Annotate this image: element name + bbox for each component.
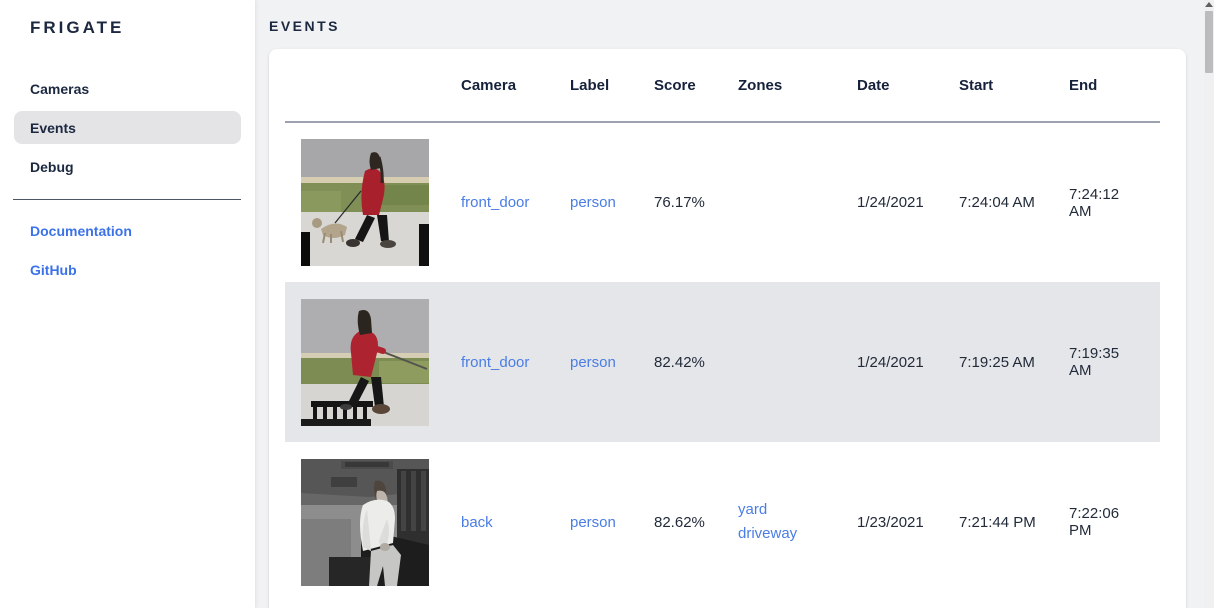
date-value: 1/23/2021	[857, 513, 924, 531]
scroll-up-arrow-icon[interactable]	[1205, 2, 1213, 7]
score-value: 76.17%	[654, 194, 705, 211]
end-time-value: 7:24:12 AM	[1069, 185, 1120, 220]
table-row[interactable]: front_door person 76.17% 1/24/2021 7:24:…	[285, 122, 1160, 282]
table-row-selected[interactable]: front_door person 82.42% 1/24/2021 7:19:…	[285, 282, 1160, 442]
column-header-date: Date	[857, 76, 890, 94]
events-card: Camera Label Score Zones Date Start End	[269, 49, 1186, 608]
label-link[interactable]: person	[570, 513, 616, 531]
event-thumbnail-person-dog-2[interactable]	[301, 298, 429, 426]
end-time-value: 7:22:06 PM	[1069, 505, 1120, 539]
camera-link[interactable]: front_door	[461, 353, 530, 371]
zones-cell	[722, 282, 841, 442]
main-content: EVENTS Camera Label Score Zones Date Sta…	[255, 0, 1214, 608]
column-header-zones: Zones	[738, 76, 783, 94]
event-thumbnail-person-night[interactable]	[301, 458, 429, 586]
sidebar-item-label: Debug	[30, 158, 74, 175]
sidebar-item-debug[interactable]: Debug	[14, 150, 241, 183]
column-header-score: Score	[654, 76, 696, 94]
date-value: 1/24/2021	[857, 194, 924, 211]
vertical-scrollbar[interactable]	[1204, 0, 1214, 608]
app-logo: FRIGATE	[30, 18, 125, 37]
sidebar-link-github[interactable]: GitHub	[14, 253, 241, 286]
column-header-thumbnail	[285, 49, 445, 122]
table-header-row: Camera Label Score Zones Date Start End	[285, 49, 1160, 122]
start-time-value: 7:21:44 PM	[959, 513, 1036, 531]
table-row[interactable]: back person 82.62% yard driveway 1/23/20…	[285, 442, 1160, 602]
camera-link[interactable]: back	[461, 513, 493, 531]
event-thumbnail-person-dog-1[interactable]	[301, 139, 429, 266]
zones-cell: yard driveway	[722, 442, 841, 602]
label-link[interactable]: person	[570, 353, 616, 371]
camera-link[interactable]: front_door	[461, 194, 530, 211]
sidebar-item-events[interactable]: Events	[14, 111, 241, 144]
column-header-label: Label	[570, 76, 610, 94]
sidebar-item-label: Events	[30, 119, 76, 136]
sidebar-link-documentation[interactable]: Documentation	[14, 214, 241, 247]
sidebar-divider	[13, 199, 241, 200]
events-table: Camera Label Score Zones Date Start End	[285, 49, 1160, 602]
zones-cell	[722, 122, 841, 282]
scrollbar-thumb[interactable]	[1205, 11, 1213, 73]
zone-link[interactable]: driveway	[738, 525, 798, 542]
column-header-camera: Camera	[461, 76, 517, 94]
date-value: 1/24/2021	[841, 282, 943, 442]
end-time-value: 7:19:35 AM	[1053, 282, 1160, 442]
sidebar-link-label: Documentation	[30, 222, 132, 239]
sidebar-link-label: GitHub	[30, 261, 77, 278]
start-time-value: 7:19:25 AM	[943, 282, 1053, 442]
start-time-value: 7:24:04 AM	[959, 194, 1035, 211]
zone-link[interactable]: yard	[738, 501, 768, 518]
label-link[interactable]: person	[570, 194, 616, 211]
column-header-start: Start	[959, 76, 994, 94]
score-value: 82.62%	[654, 513, 705, 531]
column-header-end: End	[1069, 76, 1098, 94]
score-value: 82.42%	[638, 282, 722, 442]
page-title: EVENTS	[269, 18, 341, 34]
sidebar: FRIGATE Cameras Events Debug Documentati…	[0, 0, 255, 608]
sidebar-item-label: Cameras	[30, 80, 90, 97]
sidebar-item-cameras[interactable]: Cameras	[14, 72, 241, 105]
